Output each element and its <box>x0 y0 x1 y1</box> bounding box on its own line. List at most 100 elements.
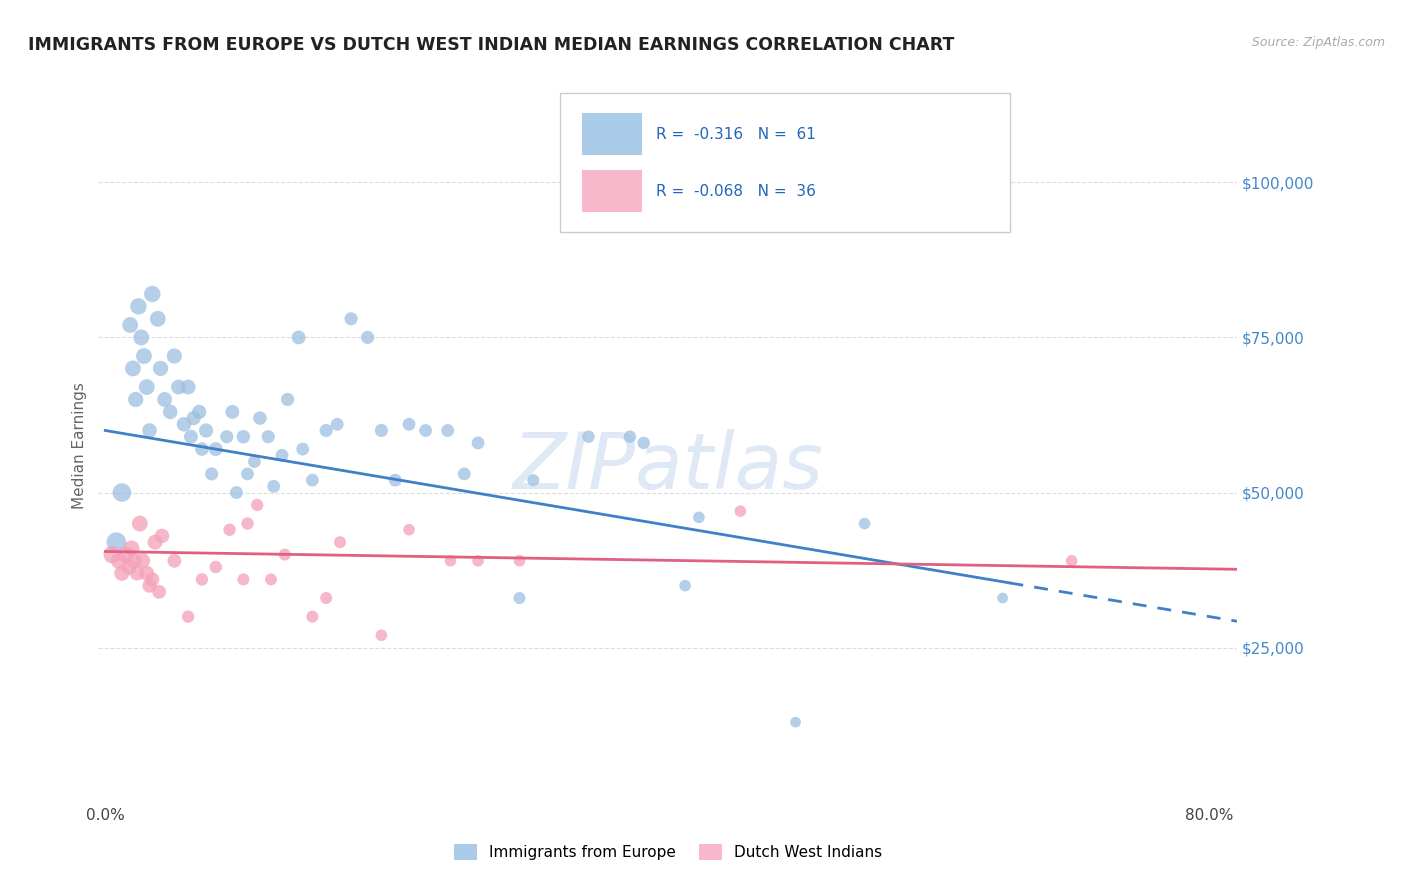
Point <box>180 430 202 444</box>
Point <box>301 609 323 624</box>
Point <box>218 523 240 537</box>
Point <box>232 573 254 587</box>
Point <box>121 541 143 556</box>
Point <box>118 560 141 574</box>
Point <box>785 715 807 730</box>
Point <box>124 554 146 568</box>
Point <box>127 299 149 313</box>
Legend: Immigrants from Europe, Dutch West Indians: Immigrants from Europe, Dutch West India… <box>447 838 889 866</box>
Point <box>340 311 363 326</box>
Point <box>215 430 238 444</box>
Point <box>356 330 378 344</box>
Point <box>120 318 142 332</box>
Point <box>508 591 530 605</box>
Point <box>163 554 186 568</box>
Point <box>183 411 205 425</box>
Point <box>125 566 148 581</box>
Point <box>122 361 145 376</box>
Point <box>138 424 160 438</box>
Point <box>673 579 696 593</box>
Point <box>384 473 406 487</box>
Point <box>132 349 155 363</box>
Point <box>141 287 163 301</box>
Point <box>467 554 489 568</box>
Point <box>105 535 128 549</box>
Point <box>143 535 166 549</box>
Point <box>236 516 259 531</box>
Text: R =  -0.316   N =  61: R = -0.316 N = 61 <box>657 127 817 142</box>
Point <box>115 548 138 562</box>
Point <box>138 579 160 593</box>
Point <box>225 485 247 500</box>
Point <box>204 442 226 456</box>
Point <box>135 380 157 394</box>
Point <box>522 473 544 487</box>
Point <box>315 424 337 438</box>
Point <box>370 628 392 642</box>
Point <box>148 584 170 599</box>
Point <box>236 467 259 481</box>
Point <box>167 380 190 394</box>
Point <box>129 330 152 344</box>
Point <box>108 554 131 568</box>
Point <box>201 467 224 481</box>
Point <box>243 454 266 468</box>
Point <box>271 448 294 462</box>
Point <box>141 573 163 587</box>
Point <box>232 430 254 444</box>
Point <box>619 430 641 444</box>
Point <box>260 573 283 587</box>
Point <box>177 380 200 394</box>
Point <box>291 442 314 456</box>
Point <box>326 417 349 432</box>
Text: IMMIGRANTS FROM EUROPE VS DUTCH WEST INDIAN MEDIAN EARNINGS CORRELATION CHART: IMMIGRANTS FROM EUROPE VS DUTCH WEST IND… <box>28 36 955 54</box>
Point <box>111 566 134 581</box>
Point <box>467 436 489 450</box>
Text: R =  -0.068   N =  36: R = -0.068 N = 36 <box>657 184 817 199</box>
Point <box>204 560 226 574</box>
Point <box>188 405 211 419</box>
Point <box>249 411 271 425</box>
Point <box>508 554 530 568</box>
Point <box>111 485 134 500</box>
FancyBboxPatch shape <box>582 112 641 155</box>
Point <box>688 510 710 524</box>
Point <box>163 349 186 363</box>
Point <box>125 392 148 407</box>
Point <box>1060 554 1083 568</box>
Point <box>436 424 458 438</box>
Point <box>315 591 337 605</box>
Point <box>287 330 309 344</box>
Point <box>398 523 420 537</box>
Point <box>150 529 173 543</box>
Point <box>173 417 195 432</box>
Point <box>853 516 876 531</box>
Point <box>370 424 392 438</box>
Y-axis label: Median Earnings: Median Earnings <box>72 383 87 509</box>
Point <box>128 516 150 531</box>
Point <box>578 430 600 444</box>
Point <box>135 566 157 581</box>
Point <box>257 430 280 444</box>
Point <box>263 479 285 493</box>
FancyBboxPatch shape <box>582 169 641 212</box>
Point <box>153 392 176 407</box>
FancyBboxPatch shape <box>560 93 1010 232</box>
Point <box>191 442 214 456</box>
Point <box>633 436 655 450</box>
Point <box>191 573 214 587</box>
Point <box>398 417 420 432</box>
Point <box>101 548 124 562</box>
Text: Source: ZipAtlas.com: Source: ZipAtlas.com <box>1251 36 1385 49</box>
Point <box>439 554 461 568</box>
Point <box>177 609 200 624</box>
Point <box>149 361 172 376</box>
Point <box>991 591 1014 605</box>
Point <box>221 405 243 419</box>
Point <box>301 473 323 487</box>
Point <box>415 424 437 438</box>
Point <box>246 498 269 512</box>
Point <box>277 392 299 407</box>
Point <box>195 424 218 438</box>
Point <box>159 405 181 419</box>
